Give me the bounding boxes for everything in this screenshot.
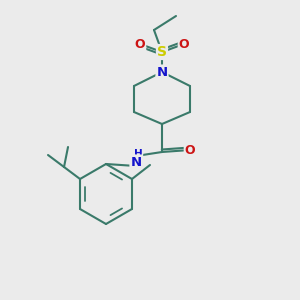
Text: O: O — [135, 38, 145, 50]
Text: S: S — [157, 45, 167, 59]
Text: H: H — [134, 149, 142, 159]
Text: O: O — [185, 143, 195, 157]
Text: N: N — [156, 65, 168, 79]
Text: N: N — [130, 155, 142, 169]
Text: O: O — [179, 38, 189, 50]
